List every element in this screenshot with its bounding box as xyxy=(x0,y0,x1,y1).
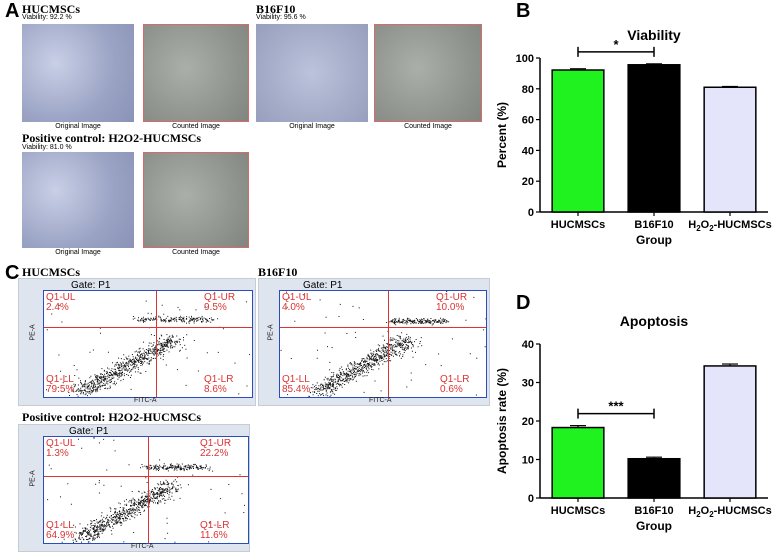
y-axis-label: Percent (%) xyxy=(495,102,509,168)
bar xyxy=(703,86,757,213)
scatter-dots xyxy=(46,292,251,397)
x-tick-label: HUCMSCs xyxy=(551,219,605,231)
hucmscs-counted-caption: Counted Image xyxy=(172,123,220,130)
quadrant-hline xyxy=(280,327,486,328)
x-tick-label: H2O2-HUCMSCs xyxy=(688,219,771,233)
flow-plot-positive: Gate: P1 Q1-UL 1.3% Q1-UR 22.2% Q1-LL 64.9%… xyxy=(18,424,250,552)
quadrant-vline xyxy=(156,291,157,397)
x-axis-label: FITC-A xyxy=(369,397,392,404)
panel-a-label: A xyxy=(5,0,20,22)
bar xyxy=(627,457,681,499)
gate-label: Gate: P1 xyxy=(71,280,111,291)
y-axis-label: PE-A xyxy=(267,324,275,341)
q-ul: Q1-UL 2.4% xyxy=(46,292,76,313)
gate-label: Gate: P1 xyxy=(69,426,109,437)
viability-chart: Viability 0 20 40 60 80 100 Percent (%) HUCMSCs B… xyxy=(495,27,772,247)
panel-c-label: C xyxy=(5,262,20,284)
chart-title: Viability xyxy=(627,27,681,43)
q-ur: Q1-UR 10.0% xyxy=(436,292,468,313)
y-tick-label: 80 xyxy=(522,84,534,96)
quadrant-vline xyxy=(148,437,149,543)
y-axis-label: PE-A xyxy=(29,324,37,341)
q-ul: Q1-UL 1.3% xyxy=(46,438,76,459)
y-tick-label: 40 xyxy=(522,339,534,351)
event-dots xyxy=(46,292,251,397)
x-tick-label: HUCMSCs xyxy=(551,505,605,517)
y-tick-label: 0 xyxy=(528,207,534,219)
quadrant-vline xyxy=(388,291,389,397)
q-ll: Q1-LL 79.5% xyxy=(46,374,75,395)
positive-counted-caption: Counted Image xyxy=(172,249,220,256)
x-axis-label: FITC-A xyxy=(134,397,157,404)
flow-plot-hucmscs: Gate: P1 Q1-UL 2.4% Q1-UR 9.5% Q1-LL 79.5% … xyxy=(18,278,256,406)
y-tick-label: 30 xyxy=(522,378,534,390)
q-lr: Q1-LR 0.6% xyxy=(440,374,470,395)
x-axis-label: Group xyxy=(636,519,672,533)
panel-d-label: D xyxy=(516,292,531,314)
x-tick-label: B16F10 xyxy=(634,505,673,517)
y-tick-label: 60 xyxy=(522,115,534,127)
q-ll: Q1-LL 85.4% xyxy=(282,374,311,395)
q-ul: Q1-UL 4.0% xyxy=(282,292,312,313)
hucmscs-original-caption: Original Image xyxy=(55,123,101,130)
hucmscs-counted-image xyxy=(143,24,249,122)
bar xyxy=(627,64,681,213)
q-ur: Q1-UR 9.5% xyxy=(204,292,236,313)
y-axis-label: PE-A xyxy=(29,470,37,487)
q-ur: Q1-UR 22.2% xyxy=(200,438,232,459)
flow-plot-area: Q1-UL 2.4% Q1-UR 9.5% Q1-LL 79.5% Q1-LR 8.6% xyxy=(43,290,253,398)
b16f10-title: B16F10 xyxy=(256,2,296,16)
bar xyxy=(703,365,757,499)
y-tick-label: 20 xyxy=(522,176,534,188)
b16f10-counted-image xyxy=(374,24,482,122)
significance-label: * xyxy=(613,37,619,52)
y-tick-label: 0 xyxy=(528,493,534,505)
b16f10-original-image xyxy=(256,24,368,122)
positive-original-caption: Original Image xyxy=(55,249,101,256)
y-tick-label: 10 xyxy=(522,455,534,467)
flow-plot-area: Q1-UL 4.0% Q1-UR 10.0% Q1-LL 85.4% Q1-LR 0.6… xyxy=(279,290,487,398)
quadrant-hline xyxy=(44,476,248,477)
x-tick-label: H2O2-HUCMSCs xyxy=(688,505,771,519)
bar xyxy=(551,69,605,213)
quadrant-hline xyxy=(44,327,252,328)
b16f10-counted-caption: Counted Image xyxy=(404,123,452,130)
chart-title: Apoptosis xyxy=(620,313,689,329)
positive-original-image xyxy=(22,152,134,248)
flow-hucmscs-title: HUCMSCs xyxy=(22,265,81,279)
b16f10-viability: Viability: 95.6 % xyxy=(256,14,306,21)
flow-plot-area: Q1-UL 1.3% Q1-UR 22.2% Q1-LL 64.9% Q1-LR 11.… xyxy=(43,436,249,544)
significance-label: *** xyxy=(608,399,624,414)
hucmscs-original-image xyxy=(22,24,134,122)
hucmscs-viability: Viability: 92.2 % xyxy=(22,14,72,21)
q-ll: Q1-LL 64.9% xyxy=(46,520,75,541)
flow-positive-title: Positive control: H2O2-HUCMSCs xyxy=(22,410,202,424)
x-tick-label: B16F10 xyxy=(634,219,673,231)
flow-b16f10-title: B16F10 xyxy=(258,265,298,279)
positive-control-title: Positive control: H2O2-HUCMSCs xyxy=(22,131,202,145)
positive-counted-image xyxy=(143,152,249,248)
panel-b-label: B xyxy=(516,0,531,22)
x-axis-label: FITC-A xyxy=(131,543,154,550)
flow-plot-b16f10: Gate: P1 Q1-UL 4.0% Q1-UR 10.0% Q1-LL 85.4%… xyxy=(258,278,490,406)
q-lr: Q1-LR 11.6% xyxy=(200,520,230,541)
apoptosis-chart: Apoptosis 0 10 20 30 40 Apoptosis rate (%) HUCM… xyxy=(495,313,772,533)
y-axis-label: Apoptosis rate (%) xyxy=(495,368,509,474)
bar xyxy=(551,426,605,499)
y-tick-label: 100 xyxy=(516,53,534,65)
gate-label: Gate: P1 xyxy=(303,280,343,291)
q-lr: Q1-LR 8.6% xyxy=(204,374,234,395)
y-tick-label: 40 xyxy=(522,145,534,157)
y-tick-label: 20 xyxy=(522,416,534,428)
hucmscs-title: HUCMSCs xyxy=(22,2,81,16)
x-axis-label: Group xyxy=(636,233,672,247)
b16f10-original-caption: Original Image xyxy=(289,123,335,130)
positive-control-viability: Viability: 81.0 % xyxy=(22,144,72,151)
